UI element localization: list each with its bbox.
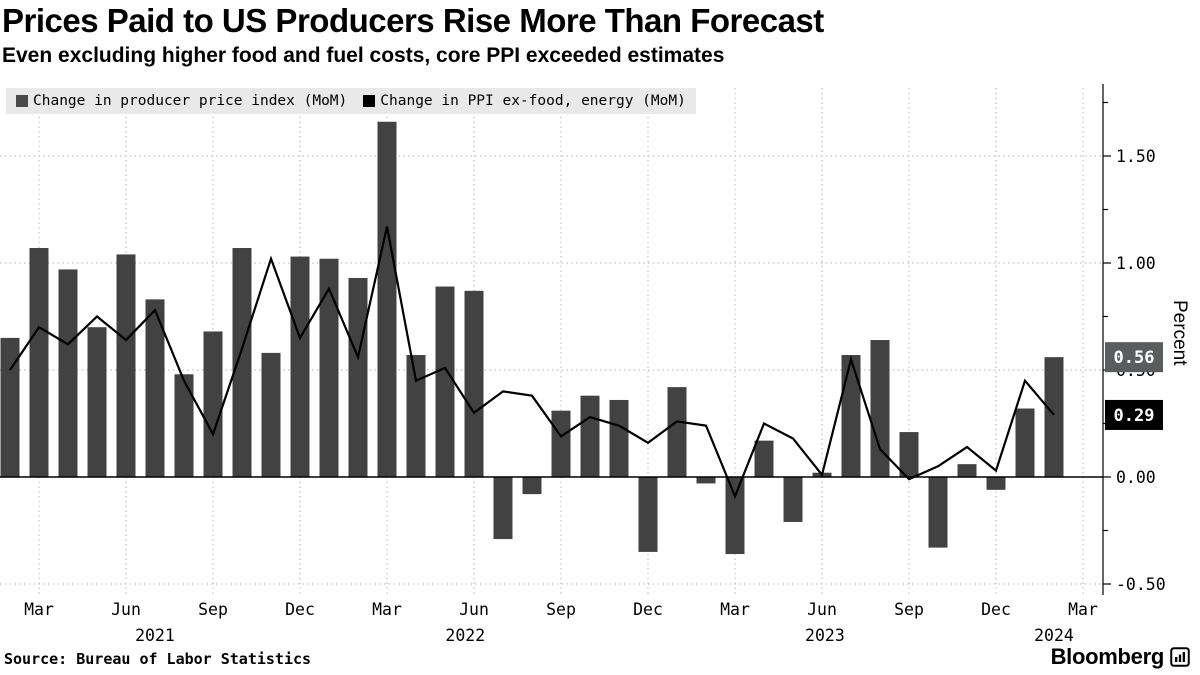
x-tick-label: Mar [372, 600, 402, 619]
x-tick-label: Mar [720, 600, 750, 619]
y-axis-title: Percent [1169, 300, 1190, 366]
ppi-bar [145, 299, 165, 477]
legend-label-ppi: Change in producer price index (MoM) [33, 93, 348, 109]
ppi-bar [464, 290, 484, 477]
callout-value: 0.29 [1114, 406, 1155, 426]
callout-value: 0.56 [1114, 348, 1155, 368]
x-tick-label: Jun [459, 600, 489, 619]
ppi-bar [696, 477, 716, 484]
ppi-bar [232, 248, 252, 477]
chart-legend: Change in producer price index (MoM) Cha… [6, 88, 696, 114]
x-tick-label: Dec [285, 600, 315, 619]
ppi-bar [203, 331, 223, 477]
x-tick-label: Sep [198, 600, 228, 619]
ppi-bar [87, 327, 107, 477]
ppi-bar [1044, 357, 1064, 477]
x-tick-label: Sep [546, 600, 576, 619]
ppi-bar [174, 374, 194, 477]
ppi-bar [290, 256, 310, 477]
page-title: Prices Paid to US Producers Rise More Th… [2, 2, 824, 39]
x-year-label: 2022 [445, 626, 485, 645]
ppi-bar [667, 387, 687, 477]
ppi-bar [754, 440, 774, 477]
ppi-bar [580, 395, 600, 477]
bloomberg-terminal-icon [1170, 647, 1190, 667]
ppi-bar [928, 477, 948, 548]
ppi-bar [899, 432, 919, 477]
ppi-bar [319, 258, 339, 477]
x-tick-label: Mar [24, 600, 54, 619]
legend-item-ppi: Change in producer price index (MoM) [16, 93, 347, 109]
ppi-bar [522, 477, 542, 495]
x-tick-label: Dec [981, 600, 1011, 619]
ppi-bar [638, 477, 658, 552]
ppi-bar [406, 355, 426, 477]
ppi-bar [609, 399, 629, 477]
ppi-bar [29, 248, 49, 477]
callout-badge [1105, 342, 1163, 373]
ppi-series-swatch [16, 95, 28, 107]
ppi-bar [0, 337, 20, 477]
x-tick-label: Dec [633, 600, 663, 619]
ppi-bar [1015, 408, 1035, 477]
ppi-bar [116, 254, 136, 477]
ppi-bar [551, 410, 571, 477]
legend-label-core-ppi: Change in PPI ex-food, energy (MoM) [380, 93, 686, 109]
y-tick-label: 0.00 [1116, 468, 1156, 487]
bloomberg-logo: Bloomberg [1051, 644, 1190, 670]
ppi-bar [58, 269, 78, 477]
ppi-bar [348, 277, 368, 477]
ppi-bar [261, 352, 281, 477]
x-tick-label: Jun [807, 600, 837, 619]
x-tick-label: Sep [894, 600, 924, 619]
x-tick-label: Jun [111, 600, 141, 619]
ppi-bar [493, 477, 513, 540]
ppi-bar [783, 477, 803, 522]
ppi-bar [957, 464, 977, 477]
ppi-bar [435, 286, 455, 477]
y-tick-label: 1.50 [1116, 147, 1156, 166]
ppi-bar [377, 121, 397, 477]
x-year-label: 2023 [805, 626, 845, 645]
ppi-bar [841, 355, 861, 477]
y-tick-label: -0.50 [1116, 575, 1166, 594]
page-subtitle: Even excluding higher food and fuel cost… [2, 44, 725, 67]
core-ppi-line [9, 226, 1055, 500]
source-attribution: Source: Bureau of Labor Statistics [4, 650, 312, 668]
ppi-bar [870, 340, 890, 477]
x-tick-label: Mar [1068, 600, 1098, 619]
core-ppi-series-swatch [363, 95, 376, 107]
legend-item-core-ppi: Change in PPI ex-food, energy (MoM) [363, 93, 686, 109]
callout-badge [1105, 399, 1163, 430]
x-year-label: 2024 [1034, 626, 1074, 645]
y-tick-label: 1.00 [1116, 254, 1156, 273]
bloomberg-wordmark: Bloomberg [1050, 644, 1165, 669]
x-year-label: 2021 [135, 626, 175, 645]
ppi-bar [725, 477, 745, 555]
ppi-bar [986, 477, 1006, 490]
